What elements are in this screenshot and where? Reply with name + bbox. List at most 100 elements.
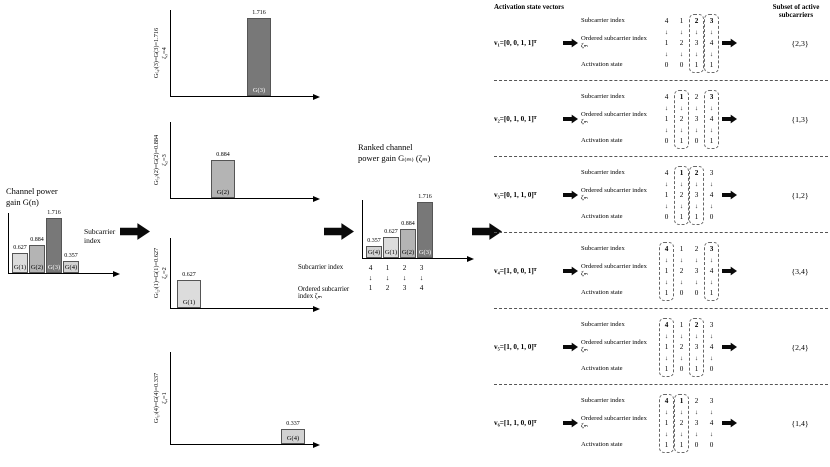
cell: 1 <box>694 364 699 373</box>
right-arrow-icon <box>563 342 578 352</box>
down-arrow-icon: ↓ <box>664 50 669 58</box>
bar-label: G(1) <box>182 299 196 306</box>
cell: 4 <box>664 16 669 25</box>
cell: 4 <box>709 418 714 427</box>
bar-label: G(2) <box>30 264 44 271</box>
down-arrow-icon: ↓ <box>664 126 669 134</box>
mapping-column: 3 ↓ 4 ↓ 1 <box>704 89 719 149</box>
bar-g4: 0.357 G(4) <box>366 238 382 258</box>
label-activation-state: Activation state <box>581 288 623 296</box>
label-ordered-index: Ordered subcarrier index ζₘ <box>298 285 350 300</box>
subset-label: {3,4} <box>791 266 809 276</box>
gain-equation: G₍₃₎(2)=G(2)=0.884 <box>153 134 160 186</box>
subset-label: {2,3} <box>791 38 809 48</box>
bar-label: G(1) <box>13 264 27 271</box>
cell: 2 <box>679 266 684 275</box>
mapping-table: Subcarrier index Ordered subcarrier inde… <box>581 165 719 225</box>
down-arrow-icon: ↓ <box>709 126 714 134</box>
cell: 2 <box>385 284 390 292</box>
cell: 3 <box>709 320 714 329</box>
cell: 1 <box>679 136 684 145</box>
label-ordered-index: Ordered subcarrier index ζₘ <box>581 35 647 49</box>
down-arrow-icon: ↓ <box>709 202 714 210</box>
x-axis-arrowhead-icon <box>313 306 320 312</box>
cell: 0 <box>679 364 684 373</box>
order-label: ζ₁=2 <box>160 267 168 279</box>
cell: 1 <box>679 92 684 101</box>
cell: 1 <box>664 190 669 199</box>
bar-value: 1.716 <box>252 10 266 16</box>
cell: 2 <box>402 264 407 272</box>
mini-bar-g4: 0.337 G(4) <box>281 421 305 444</box>
cell: 2 <box>694 320 699 329</box>
cell: 4 <box>664 244 669 253</box>
bar-label: G(4) <box>286 435 300 442</box>
activation-vector: v₆=[1, 1, 0, 0]ᵀ <box>494 419 537 427</box>
down-arrow-icon: ↓ <box>694 256 699 264</box>
right-arrow-icon <box>563 266 578 276</box>
cell: 4 <box>664 320 669 329</box>
cell: 1 <box>679 168 684 177</box>
bar-value: 0.884 <box>30 237 44 243</box>
mapping-column: 4 ↓ 1 ↓ 1 <box>659 241 674 301</box>
cell: 2 <box>694 396 699 405</box>
mapping-column: 2 ↓ 3 ↓ 1 <box>689 317 704 377</box>
mini-chart-2-axis-label: G₍₃₎(2)=G(2)=0.884 ζ₂=3 <box>153 122 169 198</box>
cell: 0 <box>709 440 714 449</box>
cell: 3 <box>694 266 699 275</box>
cell: 3 <box>709 92 714 101</box>
mapping-column: 4 ↓ 1 ↓ 1 <box>659 393 674 453</box>
cell: 0 <box>679 60 684 69</box>
mini-chart-4-plot: 0.337 G(4) <box>170 352 320 448</box>
bar-label: G(1) <box>384 249 398 256</box>
label-ordered-index: Ordered subcarrier index ζₘ <box>581 415 647 429</box>
down-arrow-icon: ↓ <box>709 180 714 188</box>
mini-chart-1-axis-label: G₍₄₎(3)=G(3)=1.716 ζ₃=4 <box>153 10 169 96</box>
cell: 0 <box>709 212 714 221</box>
mapping-column: 3 ↓ 4 ↓ 0 <box>704 396 719 451</box>
mini-bar-g2: 0.884 G(2) <box>211 152 235 198</box>
cell: 1 <box>709 60 714 69</box>
label-ordered-index: Ordered subcarrier index ζₘ <box>581 187 647 201</box>
dashed-separator <box>494 308 828 309</box>
bar-label: G(2) <box>216 189 230 196</box>
cell: 3 <box>709 396 714 405</box>
down-arrow-icon: ↓ <box>402 274 407 282</box>
cell: 1 <box>679 212 684 221</box>
left-chart-x-label: Subcarrier index <box>84 227 116 245</box>
cell: 3 <box>709 16 714 25</box>
cell: 3 <box>694 190 699 199</box>
mapping-column: 2 ↓ 3 ↓ 1 <box>689 13 704 73</box>
down-arrow-icon: ↓ <box>709 354 714 362</box>
label-subcarrier-index: Subcarrier index <box>581 320 625 328</box>
down-arrow-icon: ↓ <box>679 50 684 58</box>
dashed-separator <box>494 384 828 385</box>
down-arrow-icon: ↓ <box>679 28 684 36</box>
cell: 0 <box>694 440 699 449</box>
label-subcarrier-index: Subcarrier index <box>581 92 625 100</box>
x-axis-arrowhead-icon <box>313 442 320 448</box>
mapping-column: 4 ↓ 1 ↓ 0 <box>659 168 674 223</box>
cell: 2 <box>679 114 684 123</box>
down-arrow-icon: ↓ <box>664 256 669 264</box>
ranked-chart-plot: 0.357 G(4) 0.627 G(1) 0.884 G(2) 1.716 G… <box>362 194 474 262</box>
left-chart-title: Channel power gain G(n) <box>6 186 58 207</box>
down-arrow-icon: ↓ <box>694 332 699 340</box>
cell: 1 <box>664 418 669 427</box>
cell: 1 <box>679 320 684 329</box>
mini-bar-g3: 1.716 G(3) <box>247 10 271 96</box>
mini-chart-1-plot: 1.716 G(3) <box>170 10 320 100</box>
label-subcarrier-index: Subcarrier index <box>581 244 625 252</box>
right-arrow-icon <box>563 38 578 48</box>
gain-equation: G₍₁₎(4)=G(4)=0.337 <box>153 372 160 424</box>
cell: 3 <box>419 264 424 272</box>
activation-vector: v₃=[0, 1, 1, 0]ᵀ <box>494 191 537 199</box>
down-arrow-icon: ↓ <box>694 278 699 286</box>
down-arrow-icon: ↓ <box>709 278 714 286</box>
mini-bar-g1: 0.627 G(1) <box>177 272 201 308</box>
bar-value: 0.357 <box>367 238 381 244</box>
cell: 2 <box>679 190 684 199</box>
x-axis-arrowhead-icon <box>313 196 320 202</box>
label-ordered-index: Ordered subcarrier index ζₘ <box>581 263 647 277</box>
down-arrow-icon: ↓ <box>709 50 714 58</box>
